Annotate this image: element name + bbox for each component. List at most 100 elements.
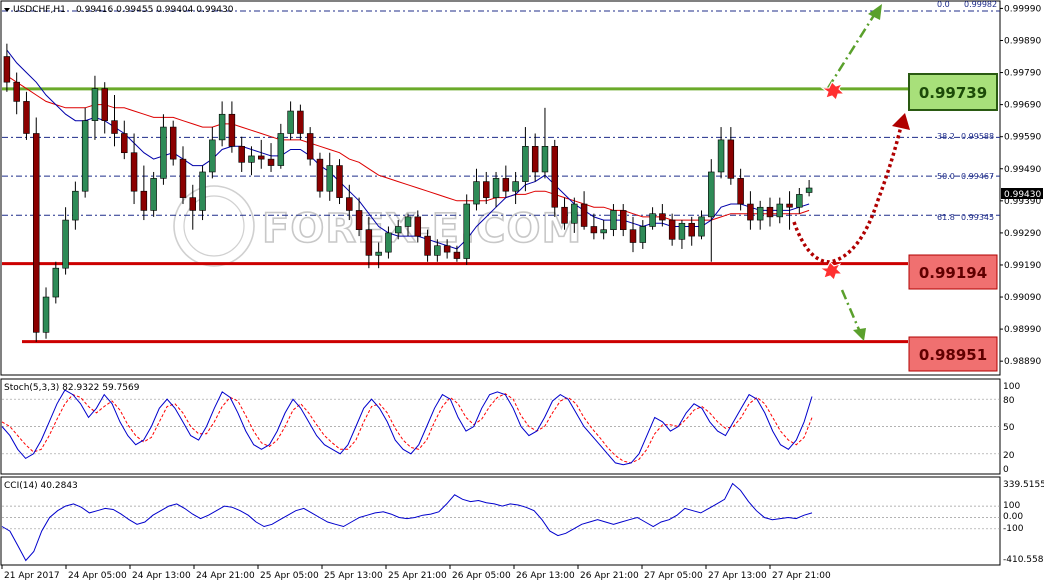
candle-59 [580, 191, 588, 230]
candle-34 [336, 159, 343, 205]
bullish-breakout-arrowhead [868, 4, 882, 20]
candle-36 [355, 197, 363, 237]
candle-21 [209, 127, 216, 179]
current-price-tag: 0.99430 [1001, 188, 1043, 200]
candle-74 [727, 127, 735, 185]
cci-label: CCI(14) 40.2843 [4, 481, 78, 491]
price-tick-10: 0.98990 [1004, 325, 1041, 335]
candle-15 [150, 171, 157, 217]
fib-label-0: 0.0 [937, 0, 950, 9]
candle-30 [297, 104, 304, 140]
support-level-2-label: 0.98951 [908, 336, 998, 372]
symbol-label: USDCHF,H1 [13, 5, 66, 15]
candle-2 [23, 91, 30, 140]
candle-16 [160, 114, 167, 185]
fib-level-labels: 0.0 0.99982 38.2 0.99588 50.0 0.99467 61… [937, 0, 997, 222]
symbol-dropdown-icon [4, 8, 10, 12]
svg-text:0.00: 0.00 [1003, 512, 1023, 522]
watermark-logo: FOREX-E.COM [173, 185, 582, 267]
stoch-label: Stoch(5,3,3) 82.9322 59.7569 [4, 383, 140, 393]
bounce-path-arrow [792, 121, 904, 264]
candle-64 [629, 216, 637, 253]
candle-22 [218, 101, 226, 147]
time-tick-5: 25 Apr 13:00 [324, 571, 383, 581]
candle-37 [365, 216, 373, 269]
cci-line [1, 482, 813, 562]
candle-67 [659, 204, 666, 227]
candle-9 [91, 75, 99, 140]
candle-55 [541, 107, 549, 179]
candle-41 [404, 213, 412, 237]
candle-23 [228, 101, 236, 153]
fib-value-0: 0.99982 [964, 0, 997, 9]
candle-71 [698, 210, 705, 240]
candle-79 [776, 197, 783, 224]
time-tick-1: 24 Apr 05:00 [68, 571, 127, 581]
time-tick-11: 27 Apr 13:00 [708, 571, 767, 581]
candle-26 [258, 139, 265, 169]
svg-text:0: 0 [1003, 465, 1009, 475]
fib-label-61: 61.8 [937, 213, 955, 222]
breakdown-star-icon [818, 261, 844, 281]
cci-panel[interactable] [0, 476, 1001, 566]
candle-6 [62, 207, 69, 275]
candle-72 [708, 159, 715, 262]
candle-42 [414, 210, 422, 243]
svg-text:0.99194: 0.99194 [919, 264, 987, 282]
candle-40 [394, 220, 402, 240]
fib-label-50: 50.0 [937, 172, 955, 181]
candle-4 [42, 287, 50, 339]
candle-27 [267, 143, 275, 172]
candle-82 [805, 179, 813, 197]
svg-text:0.99430: 0.99430 [1004, 190, 1041, 200]
candle-0 [3, 43, 11, 92]
fib-value-50: 0.99467 [961, 172, 994, 181]
bearish-breakdown-arrow [840, 289, 862, 333]
price-tick-6: 0.99390 [1004, 197, 1041, 207]
watermark-text: FOREX-E.COM [262, 206, 582, 252]
candle-56 [551, 139, 558, 217]
candle-10 [101, 82, 108, 134]
support-level-1-label: 0.99194 [908, 254, 998, 290]
candle-58 [571, 197, 578, 233]
candle-77 [756, 200, 764, 230]
candle-60 [590, 213, 598, 240]
candle-38 [375, 242, 382, 269]
time-tick-4: 25 Apr 05:00 [260, 571, 319, 581]
bearish-breakdown-arrowhead [853, 328, 866, 341]
candle-32 [316, 152, 324, 198]
candle-63 [619, 204, 627, 237]
ohlc-readout: 0.99416 0.99455 0.99404 0.99430 [76, 5, 234, 15]
time-tick-8: 26 Apr 13:00 [516, 571, 575, 581]
time-tick-6: 25 Apr 21:00 [388, 571, 447, 581]
candle-78 [766, 197, 774, 227]
fibonacci-levels [2, 10, 1000, 216]
price-tick-8: 0.99190 [1004, 261, 1041, 271]
forecast-arrows [792, 4, 910, 341]
bullish-breakout-arrow [826, 11, 878, 89]
candle-69 [678, 220, 686, 249]
candle-61 [600, 220, 607, 240]
candle-12 [121, 120, 128, 160]
candle-24 [238, 136, 245, 172]
time-tick-2: 24 Apr 13:00 [132, 571, 191, 581]
chart-header: USDCHF,H1 0.99416 0.99455 0.99404 0.9943… [4, 5, 234, 15]
main-chart-panel[interactable] [0, 0, 1001, 376]
price-tick-7: 0.99290 [1004, 229, 1041, 239]
candlestick-series [3, 43, 813, 342]
price-axis: 0.99990 0.99890 0.99790 0.99690 0.99590 0.994… [1000, 4, 1041, 367]
cci-axis: 339.5155 100 0.00 -100 -410.5585 [1003, 480, 1044, 565]
svg-text:100: 100 [1003, 501, 1020, 511]
time-axis: 21 Apr 2017 24 Apr 05:00 24 Apr 13:00 24 Ap… [1, 565, 831, 581]
svg-text:80: 80 [1003, 396, 1015, 406]
price-tick-9: 0.99090 [1004, 293, 1041, 303]
candle-19 [189, 184, 197, 230]
svg-text:-100: -100 [1003, 524, 1024, 534]
candle-81 [796, 188, 803, 214]
time-tick-7: 26 Apr 05:00 [452, 571, 511, 581]
candle-45 [443, 239, 451, 259]
candle-65 [639, 220, 647, 249]
candle-48 [473, 168, 480, 211]
candle-3 [33, 117, 40, 342]
price-tick-5: 0.99490 [1004, 165, 1041, 175]
